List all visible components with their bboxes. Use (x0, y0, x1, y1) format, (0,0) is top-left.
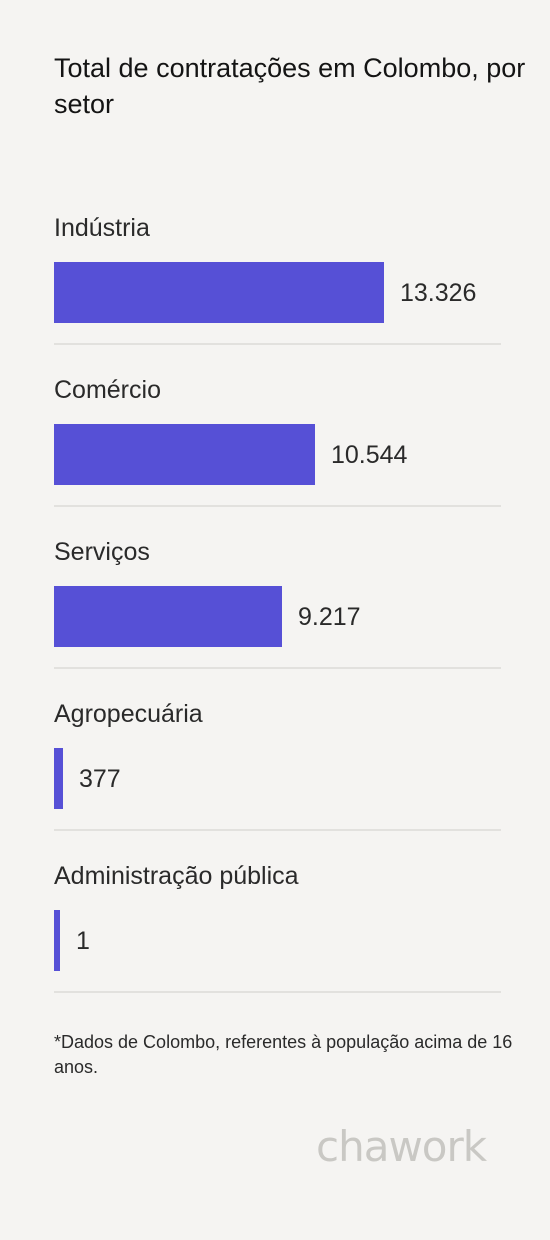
category-label: Serviços (54, 538, 150, 566)
bar (54, 748, 63, 809)
row-divider (54, 343, 501, 345)
value-label: 13.326 (400, 279, 477, 307)
category-label: Agropecuária (54, 700, 203, 728)
bar-row: Serviços 9.217 (54, 524, 501, 686)
bar-row: Comércio 10.544 (54, 362, 501, 524)
bar-row: Indústria 13.326 (54, 200, 501, 362)
bar (54, 910, 60, 971)
chart-title: Total de contratações em Colombo, por se… (54, 53, 526, 119)
row-divider (54, 667, 501, 669)
value-label: 10.544 (331, 441, 408, 469)
value-label: 1 (76, 927, 90, 955)
category-label: Comércio (54, 376, 161, 404)
footnote: *Dados de Colombo, referentes à populaçã… (54, 1032, 513, 1077)
row-divider (54, 829, 501, 831)
value-label: 9.217 (298, 603, 361, 631)
bar (54, 586, 282, 647)
brand-logo: chawork (316, 1122, 487, 1171)
bar (54, 262, 384, 323)
bar-row: Administração pública 1 (54, 848, 501, 1010)
value-label: 377 (79, 765, 121, 793)
category-label: Administração pública (54, 862, 299, 890)
row-divider (54, 505, 501, 507)
bar-row: Agropecuária 377 (54, 686, 501, 848)
bar-chart: Indústria 13.326 Comércio 10.544 Serviços 9.2… (54, 200, 501, 1010)
category-label: Indústria (54, 214, 150, 242)
row-divider (54, 991, 501, 993)
bar (54, 424, 315, 485)
